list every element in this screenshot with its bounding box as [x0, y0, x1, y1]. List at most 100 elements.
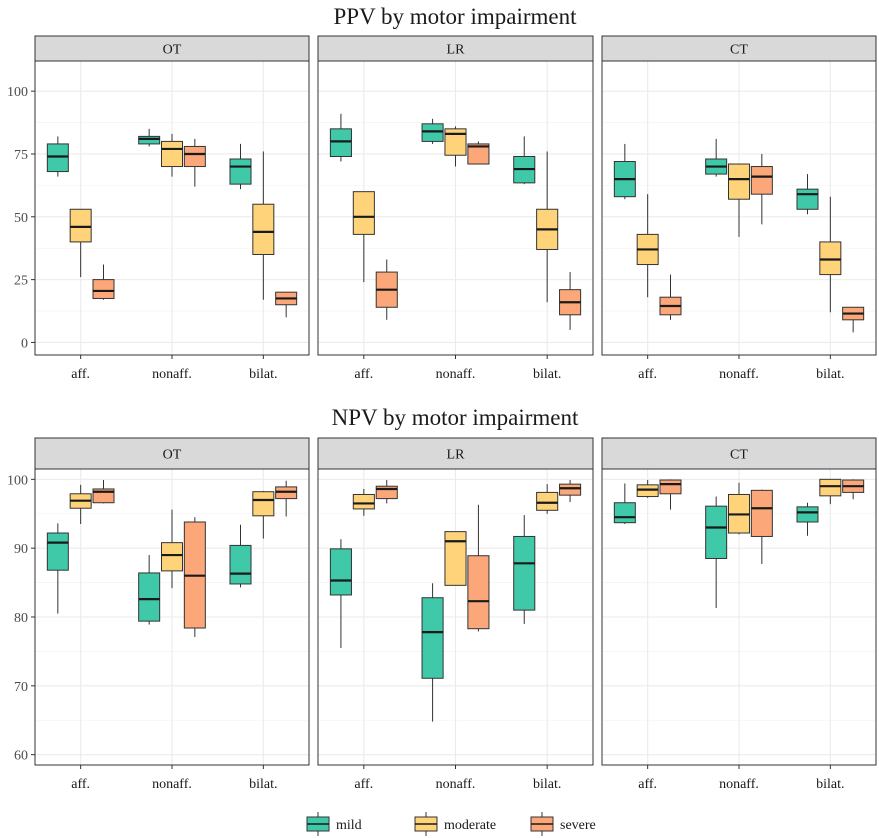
x-tick-label: nonaff.: [152, 777, 192, 792]
iqr-box: [352, 493, 375, 510]
iqr-box: [750, 489, 773, 537]
y-tick-label: 60: [14, 749, 28, 764]
boxplot-bilat-severe: [275, 291, 298, 318]
facet-strip: [601, 35, 877, 62]
boxplot-nonaff-severe: [183, 138, 206, 187]
iqr-box: [46, 532, 69, 571]
legend-label: moderate: [444, 818, 496, 833]
boxplot-bilat-severe: [842, 479, 865, 500]
facet-panel-ct: CT aff. nonaff. bilat.: [601, 35, 877, 382]
x-tick-label: aff.: [354, 367, 373, 382]
panel-border: [601, 60, 877, 356]
iqr-box: [92, 279, 115, 299]
iqr-box: [727, 163, 751, 200]
facet-label: CT: [730, 448, 748, 463]
legend-label: mild: [336, 818, 362, 833]
facet-label: LR: [447, 448, 466, 463]
panel-border: [601, 468, 877, 766]
facet-label: OT: [163, 448, 182, 463]
boxplot-nonaff-moderate: [727, 163, 751, 237]
boxplot-nonaff-mild: [138, 555, 161, 625]
boxplot-aff-severe: [92, 264, 115, 300]
panel-border: [317, 468, 594, 766]
x-tick-label: nonaff.: [436, 367, 476, 382]
boxplot-aff-moderate: [352, 488, 375, 516]
boxplot-aff-severe: [375, 480, 398, 504]
boxplot-bilat-severe: [559, 480, 582, 503]
boxplot-nonaff-severe: [467, 141, 490, 165]
boxplot-aff-mild: [613, 483, 636, 525]
iqr-box: [819, 241, 842, 276]
y-tick-label: 100: [7, 85, 28, 100]
boxplot-bilat-severe: [275, 480, 298, 517]
boxplot-bilat-mild: [513, 515, 536, 624]
iqr-box: [329, 128, 352, 157]
legend-item-moderate: moderate: [414, 812, 496, 836]
boxplot-aff-moderate: [636, 480, 659, 498]
y-tick-label: 25: [14, 274, 28, 289]
boxplot-aff-moderate: [69, 208, 92, 278]
chart-1: NPV by motor impairment 60 70 80 90 100 OT aff.…: [7, 405, 877, 792]
boxplot-nonaff-moderate: [727, 482, 751, 535]
iqr-box: [160, 140, 184, 168]
boxplot-aff-moderate: [69, 484, 92, 525]
y-tick-label: 80: [14, 611, 28, 626]
y-tick-label: 50: [14, 211, 28, 226]
iqr-box: [467, 143, 490, 165]
boxplot-aff-severe: [92, 480, 115, 504]
iqr-box: [138, 572, 161, 622]
iqr-box: [69, 208, 92, 243]
facet-strip: [34, 35, 310, 62]
iqr-box: [229, 544, 252, 585]
boxplot-aff-mild: [46, 523, 69, 614]
iqr-box: [444, 531, 467, 586]
boxplot-bilat-mild: [796, 174, 819, 215]
chart-0: PPV by motor impairment 0 25 50 75 100 OT aff. n…: [7, 4, 877, 382]
boxplot-bilat-moderate: [252, 491, 275, 539]
boxplot-nonaff-moderate: [444, 531, 467, 586]
iqr-box: [559, 483, 582, 496]
x-tick-label: aff.: [354, 777, 373, 792]
facet-strip: [601, 437, 877, 470]
panel-border: [34, 468, 310, 766]
boxplot-nonaff-mild: [421, 118, 444, 144]
x-tick-label: bilat.: [816, 367, 844, 382]
boxplot-nonaff-severe: [183, 517, 206, 637]
legend: mild moderate severe: [306, 812, 596, 836]
boxplot-nonaff-severe: [467, 504, 490, 632]
x-tick-label: bilat.: [249, 777, 277, 792]
facet-panel-ot: OT aff. nonaff. bilat.: [34, 437, 310, 792]
x-tick-label: nonaff.: [436, 777, 476, 792]
facet-panel-ct: CT aff. nonaff. bilat.: [601, 437, 877, 792]
iqr-box: [819, 478, 842, 497]
x-tick-label: nonaff.: [152, 367, 192, 382]
iqr-box: [421, 123, 444, 142]
legend-item-mild: mild: [306, 812, 362, 836]
boxplot-bilat-moderate: [536, 484, 559, 514]
x-tick-label: nonaff.: [719, 777, 759, 792]
boxplot-nonaff-mild: [138, 128, 161, 147]
facet-strip: [317, 437, 594, 470]
boxplot-bilat-mild: [796, 502, 819, 536]
x-tick-label: bilat.: [533, 777, 561, 792]
boxplot-nonaff-moderate: [444, 126, 467, 167]
iqr-box: [352, 191, 375, 235]
facet-strip: [34, 437, 310, 470]
iqr-box: [796, 188, 819, 210]
facet-panel-ot: OT aff. nonaff. bilat.: [34, 35, 310, 382]
facet-label: OT: [163, 43, 182, 58]
facet-panel-lr: LR aff. nonaff. bilat.: [317, 35, 594, 382]
iqr-box: [46, 143, 69, 173]
iqr-box: [444, 128, 467, 156]
x-tick-label: nonaff.: [719, 367, 759, 382]
x-tick-label: aff.: [71, 777, 90, 792]
iqr-box: [705, 505, 728, 559]
panel-border: [317, 60, 594, 356]
boxplot-nonaff-mild: [705, 138, 728, 177]
boxplot-bilat-severe: [842, 306, 865, 333]
boxplot-nonaff-moderate: [160, 509, 184, 589]
boxplot-bilat-moderate: [819, 478, 842, 505]
boxplot-nonaff-severe: [750, 153, 773, 225]
x-tick-label: aff.: [71, 367, 90, 382]
x-tick-label: bilat.: [249, 367, 277, 382]
